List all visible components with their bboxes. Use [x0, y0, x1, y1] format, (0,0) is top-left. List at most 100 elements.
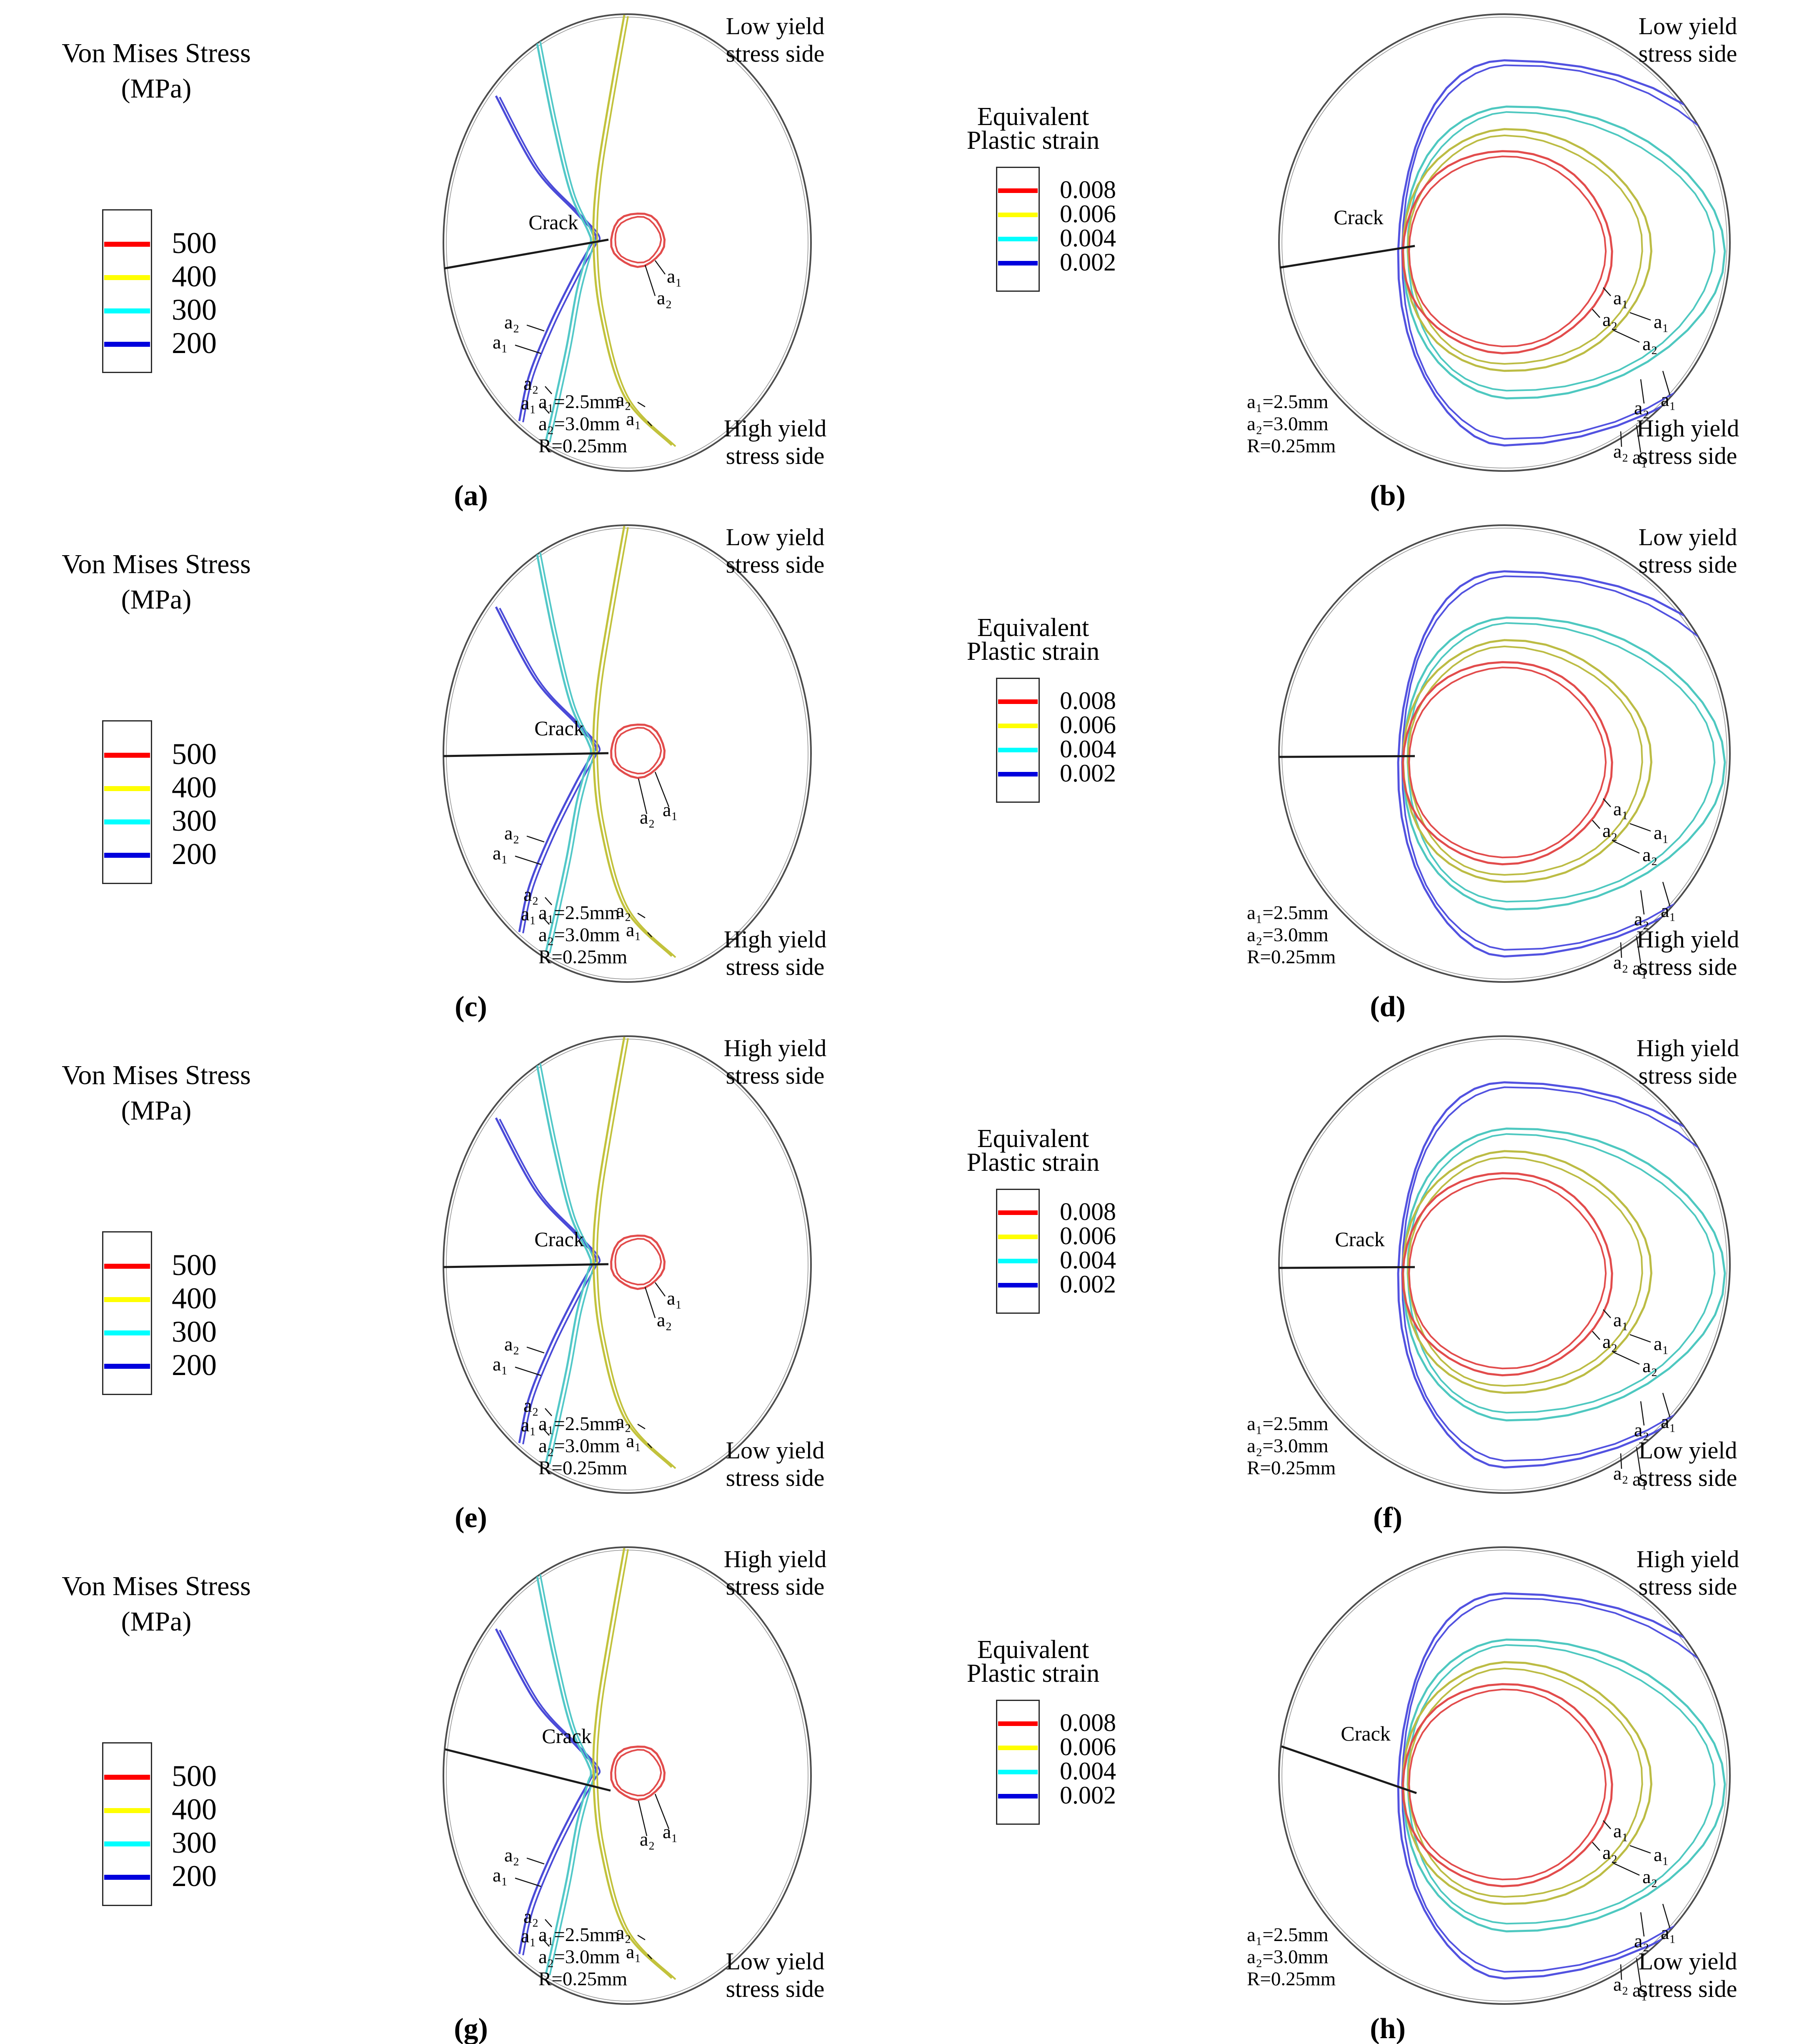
- contour-0.006: [1402, 1661, 1652, 1905]
- contour-annotation-label: a₁: [1632, 1468, 1647, 1490]
- contour-annotation-label: a₂: [616, 389, 631, 410]
- stress-legend-title-line1: Von Mises Stress: [62, 1571, 251, 1601]
- contour-annotation-label: a₂: [1602, 820, 1617, 841]
- contour-group: [495, 1548, 676, 1980]
- contour-annotation-leader: [1592, 1842, 1600, 1851]
- contour-200-pair: [499, 608, 601, 934]
- contour-annotation-leader: [1592, 820, 1600, 829]
- contour-annotation-label: a₂: [1613, 441, 1628, 462]
- contour-annotation-label: a₁: [1654, 1844, 1669, 1865]
- contour-annotation-leader: [1603, 798, 1611, 807]
- contour-400-pair: [596, 16, 676, 447]
- legend-value-0.008: 0.008: [1060, 687, 1116, 714]
- contour-0.008: [1402, 1683, 1613, 1888]
- crack-params-g: a₁=2.5mm a₂=3.0mm R=0.25mm: [538, 1924, 627, 1990]
- contour-0.002-pair: [1401, 1597, 1730, 1973]
- contour-group: [495, 15, 676, 447]
- specimen-outline: [443, 524, 812, 983]
- specimen-outline: [443, 13, 812, 472]
- crack-line: [443, 1263, 609, 1268]
- legend-value-300: 300: [172, 293, 217, 326]
- contour-annotation-label: a₂: [1634, 908, 1649, 929]
- panel-c: Von Mises Stress (MPa) 500 400 300 200 Crack a₂…: [0, 511, 904, 1023]
- contour-annotation-label: a₁: [1661, 1411, 1676, 1432]
- crack-param-line: a₁=2.5mm: [1247, 1413, 1329, 1435]
- legend-value-0.002: 0.002: [1060, 1781, 1116, 1809]
- contour-annotation-leader: [526, 1346, 545, 1354]
- side-label-line: Low yield: [726, 1437, 825, 1464]
- loop-annotation-leader: [644, 1287, 656, 1318]
- contour-annotation-leader: [1592, 309, 1600, 318]
- legend-value-0.008: 0.008: [1060, 1198, 1116, 1225]
- contour-annotation-leader: [526, 835, 545, 843]
- side-label-line: stress side: [1638, 1464, 1737, 1491]
- side-label-line: stress side: [726, 551, 825, 578]
- specimen-outline: [443, 1546, 812, 2005]
- strain-legend-title-line2: Plastic strain: [966, 126, 1100, 155]
- loop-annotation-leader: [644, 265, 656, 296]
- contour-annotation-label: a₂: [1613, 1974, 1628, 1995]
- contour-200-pair: [499, 97, 601, 423]
- contour-annotation-leader: [1662, 1393, 1671, 1418]
- side-label-line: stress side: [1638, 1062, 1737, 1089]
- legend-value-400: 400: [172, 260, 217, 293]
- legend-swatch-200: [104, 1364, 150, 1369]
- legend-swatch-200: [104, 342, 150, 347]
- contour-annotation-leader: [1620, 942, 1622, 958]
- contour-annotation-leader: [1662, 882, 1671, 907]
- contour-annotation-label: a₁: [1654, 822, 1669, 843]
- side-label-bottom-h: Low yield stress side: [1639, 1948, 1737, 2003]
- crack-param-line: a₁=2.5mm: [538, 1924, 620, 1946]
- contour-annotation-leader: [542, 1428, 550, 1436]
- loop-annotation-label: a₂: [657, 287, 672, 308]
- contour-500-loop-pair: [614, 1748, 662, 1797]
- contour-annotation-label: a₁: [493, 331, 508, 353]
- side-label-top-a: Low yield stress side: [726, 13, 825, 68]
- contour-400-pair: [596, 1038, 676, 1469]
- contour-200-pair: [499, 1630, 601, 1956]
- side-label-bottom-a: High yield stress side: [724, 415, 826, 470]
- legend-swatch-0.004: [998, 237, 1038, 241]
- contour-annotation-label: a₁: [1661, 900, 1676, 921]
- specimen-outline-inner: [1281, 1550, 1727, 2001]
- legend-value-400: 400: [172, 1282, 217, 1315]
- crack-line: [445, 1748, 611, 1792]
- side-label-line: High yield: [723, 1035, 827, 1062]
- strain-legend-title: Equivalent Plastic strain: [967, 1126, 1100, 1175]
- legend-value-0.006: 0.006: [1060, 711, 1116, 739]
- contour-annotation-leader: [647, 421, 652, 426]
- legend-swatch-0.008: [998, 1210, 1038, 1215]
- contour-annotation-label: a₂: [1602, 1842, 1617, 1863]
- contour-annotation-label: a₂: [1602, 1331, 1617, 1352]
- contour-200: [495, 95, 597, 421]
- side-label-top-e: High yield stress side: [724, 1035, 826, 1090]
- contour-annotation-leader: [515, 855, 541, 865]
- specimen-outline: [1278, 1546, 1731, 2005]
- contour-annotation-label: a₂: [504, 1333, 519, 1355]
- crack-label: Crack: [542, 1724, 591, 1748]
- contour-annotation-label: a₂: [616, 1922, 631, 1943]
- contour-annotation-leader: [1592, 1331, 1600, 1340]
- loop-annotation-leader: [654, 1794, 670, 1829]
- crack-label: Crack: [1334, 205, 1383, 229]
- stress-legend-title-line2: (MPa): [121, 1606, 192, 1637]
- contour-0.006: [1402, 128, 1652, 372]
- contour-annotation-label: a₁: [1632, 957, 1647, 979]
- legend-value-0.002: 0.002: [1060, 759, 1116, 787]
- contour-annotation-label: a₂: [1602, 309, 1617, 330]
- contour-annotation-label: a₁: [1632, 1979, 1647, 2001]
- contour-annotation-leader: [545, 897, 552, 905]
- side-label-line: Low yield: [1638, 1948, 1737, 1975]
- crack-param-line: a₂=3.0mm: [1247, 924, 1329, 946]
- legend-swatch-0.002: [998, 772, 1038, 777]
- stress-legend-title-line1: Von Mises Stress: [62, 38, 251, 68]
- loop-annotation-leader: [654, 772, 670, 807]
- legend-value-300: 300: [172, 804, 217, 837]
- strain-legend-box: [996, 1189, 1040, 1314]
- contour-annotation-leader: [1629, 312, 1651, 321]
- strain-legend-title-line1: Equivalent: [977, 103, 1089, 131]
